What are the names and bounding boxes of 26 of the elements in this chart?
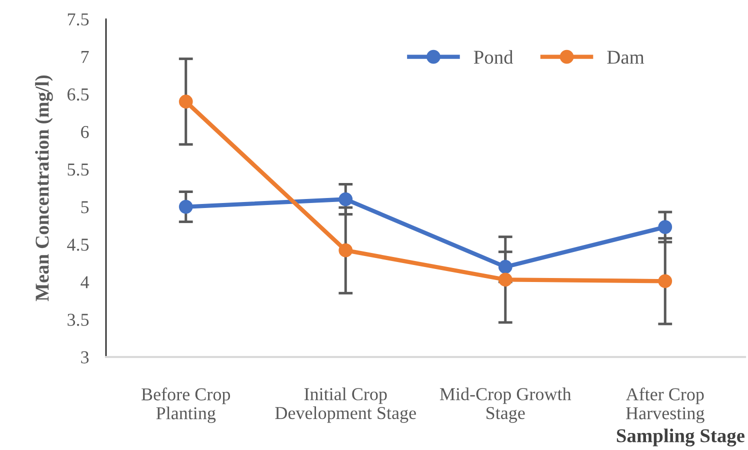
y-tick-label: 7 [81,50,89,63]
point [338,192,353,206]
point [498,272,512,287]
x-tick-label: After Crop Harvesting [626,388,704,424]
y-tick-label: 4.5 [67,238,89,251]
y-tick-label: 7.5 [68,13,89,26]
point [658,220,672,234]
y-tick-label: 6 [81,126,89,138]
y-tick-label: 4 [80,276,90,288]
y-tick-label: 5 [81,201,89,214]
x-axis-title: Sampling Stage [616,428,745,446]
y-tick-label: 5.5 [68,164,89,176]
x-tick-label: Initial Crop Development Stage [275,388,416,423]
y-axis-title: Mean Concentration (mg/l) [35,75,53,302]
legend-label: Pond [474,50,514,64]
point [658,274,672,288]
point [338,243,353,258]
point [178,94,193,109]
y-tick-label: 3.5 [68,314,89,326]
point [178,200,193,214]
x-tick-label: Mid-Crop Growth Stage [440,388,572,423]
point [498,260,512,274]
x-tick-label: Before Crop Planting [142,388,230,424]
y-tick-label: 6.5 [68,88,89,101]
y-tick-label: 3 [81,351,89,364]
legend-label: Dam [607,50,644,64]
